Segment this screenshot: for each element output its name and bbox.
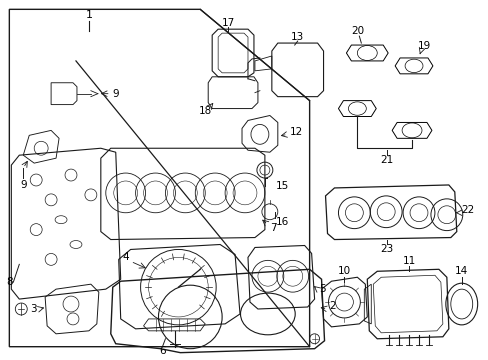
Text: 12: 12 — [289, 127, 303, 138]
Text: 11: 11 — [402, 256, 415, 266]
Text: 6: 6 — [159, 346, 165, 356]
Text: 22: 22 — [460, 205, 473, 215]
Text: 3: 3 — [30, 304, 37, 314]
Text: 2: 2 — [329, 301, 335, 311]
Text: 20: 20 — [350, 26, 363, 36]
Text: 14: 14 — [454, 266, 468, 276]
Text: 13: 13 — [290, 32, 304, 42]
Text: 19: 19 — [416, 41, 430, 51]
Text: 9: 9 — [20, 180, 26, 190]
Text: 16: 16 — [276, 217, 289, 227]
Text: 8: 8 — [6, 277, 13, 287]
Text: 18: 18 — [198, 105, 211, 116]
Text: 4: 4 — [122, 252, 129, 262]
Text: 15: 15 — [276, 181, 289, 191]
Text: 9: 9 — [112, 89, 119, 99]
Text: 23: 23 — [380, 244, 393, 255]
Text: 10: 10 — [337, 266, 350, 276]
Text: 7: 7 — [269, 222, 276, 233]
Text: 5: 5 — [319, 284, 325, 294]
Text: 21: 21 — [380, 155, 393, 165]
Text: 1: 1 — [85, 10, 92, 20]
Text: 17: 17 — [221, 18, 234, 28]
